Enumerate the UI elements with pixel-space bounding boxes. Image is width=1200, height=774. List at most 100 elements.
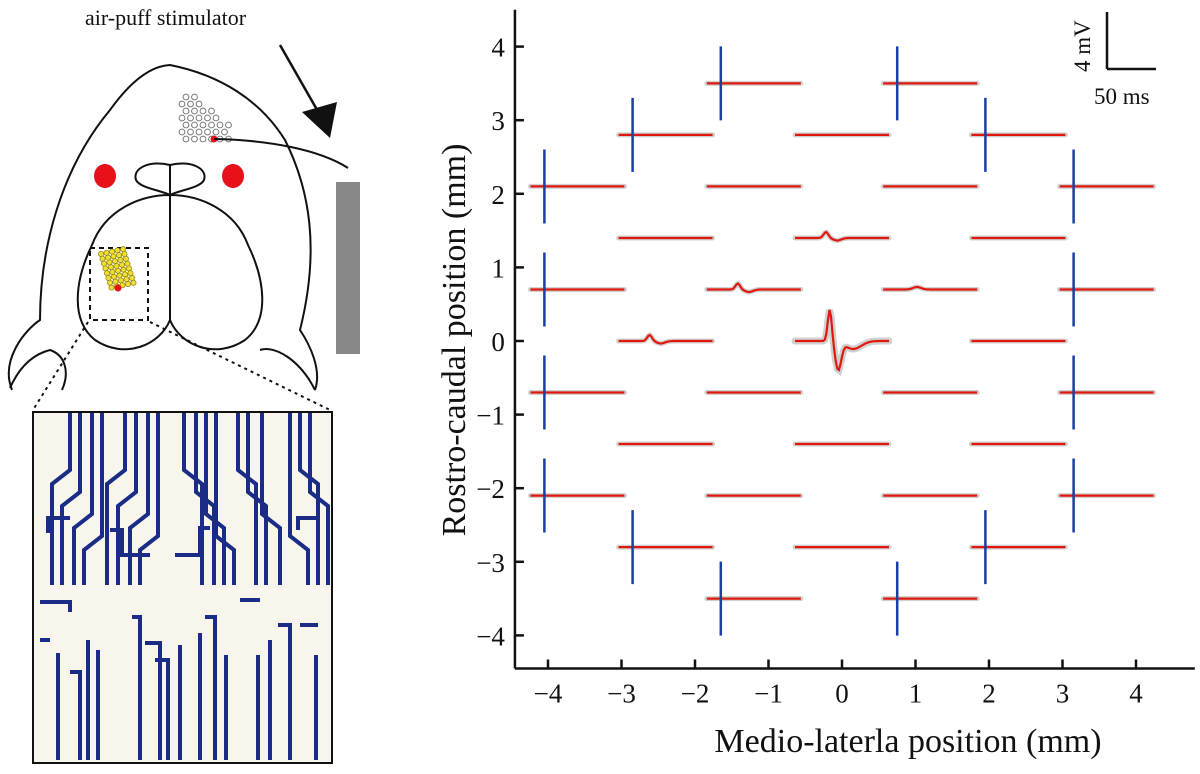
olfactory-bulbs	[134, 162, 206, 196]
whisker-follicle	[225, 121, 232, 129]
whisker-follicle	[199, 135, 207, 143]
implant-dot	[124, 260, 131, 267]
whisker-follicle	[191, 107, 198, 115]
electrode-trace	[72, 412, 94, 585]
implant-dot	[98, 251, 104, 257]
electrode-trace	[155, 658, 170, 760]
implant-dot	[123, 276, 130, 283]
implant-dot	[111, 273, 117, 280]
whisker-follicle	[199, 121, 207, 129]
implant-dot	[122, 271, 128, 278]
whisker-follicle	[212, 128, 220, 136]
head-outline	[7, 63, 319, 391]
implant-dot	[119, 261, 125, 268]
implanted-electrode-dots	[98, 246, 137, 291]
recording-site	[704, 280, 804, 295]
implant-dot	[102, 265, 109, 272]
implant-dot	[101, 260, 107, 267]
implant-dot	[126, 265, 132, 272]
x-tick-label: −4	[534, 679, 563, 709]
electrode-trace	[116, 412, 138, 585]
whisker-follicle	[178, 128, 186, 136]
electrode-trace	[278, 623, 292, 760]
inset-frame	[32, 411, 333, 764]
implant-dot	[117, 257, 124, 263]
left-eye	[94, 164, 116, 188]
electrode-trace	[308, 412, 330, 585]
implant-dot	[99, 255, 106, 262]
whisker-follicle	[216, 121, 224, 129]
whisker-follicle	[204, 128, 211, 136]
implant-dot	[127, 270, 134, 277]
scale-bar-time-label: 50 ms	[1094, 84, 1150, 109]
whisker-follicle	[187, 128, 194, 136]
stimulator-bar	[336, 182, 360, 354]
whisker-follicle	[191, 121, 198, 129]
whisker-follicle	[182, 121, 190, 129]
stimulator-label: air-puff stimulator	[85, 5, 247, 30]
whisker-pad	[178, 93, 232, 143]
y-tick-label: 4	[491, 33, 505, 63]
axes: 4 3 2 1 0 −1 −2 −3 −4 −4 −3 −2 −1 0 1 2 3 4	[476, 9, 1195, 709]
x-axis-title: Medio-laterla position (mm)	[714, 723, 1101, 760]
electrode-trace	[105, 412, 127, 585]
whisker-follicle	[191, 93, 198, 101]
response-trace	[795, 230, 889, 242]
x-tick-label: −3	[607, 679, 636, 709]
implant-dot	[109, 248, 115, 255]
implant-dot	[129, 275, 135, 281]
implant-dot	[120, 266, 127, 273]
electrode-trace	[145, 641, 162, 760]
electrode-trace	[260, 412, 282, 585]
implant-dot	[108, 264, 114, 271]
implant-dot	[103, 249, 110, 256]
y-tick-label: −4	[476, 621, 505, 651]
y-tick-label: 2	[491, 180, 505, 210]
whisker-follicle	[195, 100, 203, 108]
y-tick-label: −3	[476, 548, 505, 578]
electrode-trace	[214, 412, 236, 585]
scale-bar: 4 mV 50 ms	[1070, 12, 1156, 109]
implant-dot	[130, 279, 137, 286]
response-trace	[795, 309, 889, 372]
y-tick-label: 3	[491, 106, 505, 136]
electrode-trace	[46, 516, 70, 533]
implant-dot	[106, 259, 113, 266]
right-eye	[222, 164, 244, 188]
implant-dot	[105, 254, 111, 261]
head-schematic: air-puff stimulator	[7, 5, 360, 411]
x-tick-label: 0	[835, 679, 849, 709]
x-tick-label: 2	[982, 679, 996, 709]
electrode-trace	[132, 615, 142, 760]
whisker-follicle	[195, 114, 203, 122]
x-tick-label: 3	[1056, 679, 1070, 709]
implant-dot	[112, 258, 118, 265]
implant-dot	[118, 277, 124, 284]
electrode-trace	[50, 412, 72, 585]
implant-dot	[110, 253, 117, 260]
whisker-follicle	[182, 93, 190, 101]
implant-dot	[109, 269, 116, 275]
implant-dot	[104, 270, 110, 277]
implant-dot	[112, 278, 119, 285]
electrode-trace	[60, 412, 82, 585]
implant-dot	[113, 263, 120, 269]
stim-marker-layer	[543, 46, 1075, 636]
implant-dot	[121, 251, 128, 257]
implant-dot	[114, 247, 121, 254]
recording-site	[791, 309, 893, 377]
response-map: 4 3 2 1 0 −1 −2 −3 −4 −4 −3 −2 −1 0 1 2 3 4 Medio-laterla…	[436, 9, 1195, 760]
electrode-trace	[175, 526, 210, 557]
scale-bar-voltage-label: 4 mV	[1070, 20, 1095, 72]
stimulator-tube	[213, 138, 349, 169]
electrode-trace	[246, 412, 268, 585]
whisker-follicle	[208, 121, 215, 129]
electrode-trace	[138, 412, 160, 585]
whisker-follicle	[182, 135, 190, 143]
electrode-trace	[82, 412, 104, 585]
electrode-trace	[70, 670, 82, 760]
electrode-trace	[205, 615, 217, 760]
x-tick-label: −1	[754, 679, 783, 709]
electrode-array-inset	[32, 411, 333, 764]
